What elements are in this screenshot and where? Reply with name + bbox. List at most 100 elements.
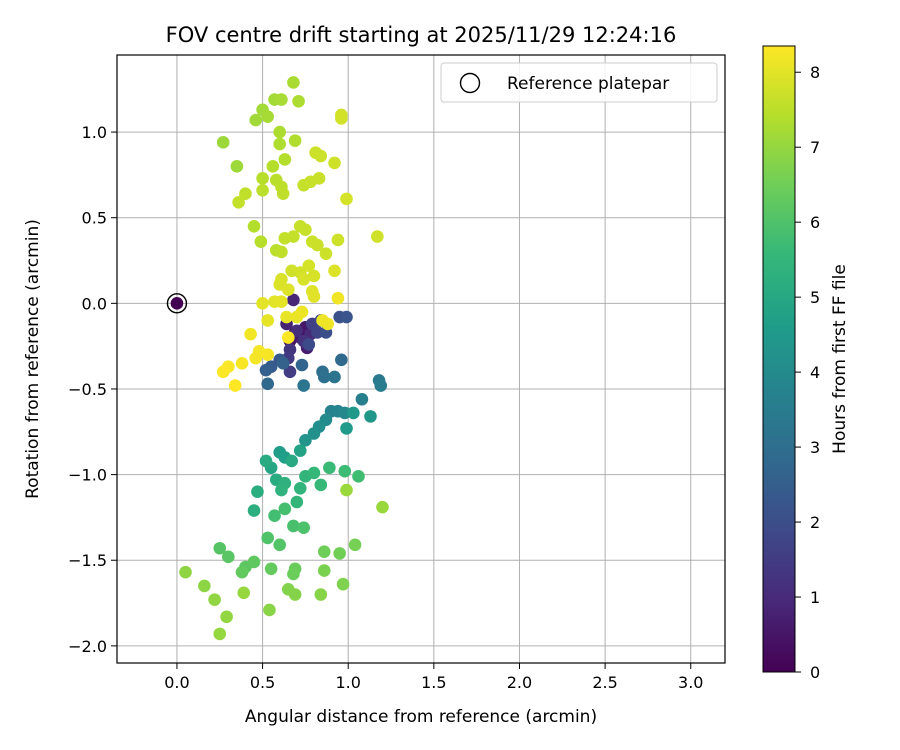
data-point <box>307 269 321 283</box>
data-point <box>263 603 276 617</box>
data-point <box>239 187 252 201</box>
y-tick-label: −1.5 <box>68 551 107 570</box>
data-point <box>266 160 280 173</box>
data-point <box>340 483 353 497</box>
data-point <box>287 76 300 89</box>
data-point <box>281 283 295 296</box>
data-point <box>278 502 292 516</box>
data-point <box>336 577 350 591</box>
data-point <box>307 290 321 303</box>
x-tick-label: 0.5 <box>250 673 275 692</box>
data-point <box>261 110 275 123</box>
data-point <box>314 478 328 492</box>
data-point <box>290 324 304 338</box>
colorbar-tick-label: 3 <box>810 438 820 457</box>
data-point <box>244 327 257 341</box>
data-point <box>259 363 273 377</box>
data-point <box>299 223 312 236</box>
data-point <box>256 297 269 310</box>
data-point <box>208 593 221 606</box>
legend-box <box>440 62 718 103</box>
data-point <box>213 627 227 641</box>
y-tick-label: 0.5 <box>82 209 107 228</box>
legend: Reference platepar <box>440 62 718 103</box>
data-point <box>355 392 369 406</box>
data-point <box>335 112 348 125</box>
legend-marker <box>459 72 481 94</box>
data-point <box>254 235 268 248</box>
data-point <box>307 466 321 480</box>
data-point <box>275 295 288 308</box>
chart-title: FOV centre drift starting at 2025/11/29 … <box>166 23 677 47</box>
data-point <box>290 495 304 509</box>
data-point <box>297 273 310 286</box>
colorbar-tick-label: 5 <box>810 288 820 307</box>
data-point <box>285 454 298 468</box>
data-point <box>293 444 307 457</box>
colorbar-label: Hours from first FF file <box>830 264 850 454</box>
x-tick-label: 0.0 <box>164 673 189 692</box>
data-point <box>247 555 261 569</box>
colorbar-tick-label: 2 <box>810 513 820 532</box>
y-tick-label: −2.0 <box>68 637 107 656</box>
data-point <box>287 230 300 243</box>
x-tick-label: 2.5 <box>592 673 617 692</box>
data-point <box>256 184 269 197</box>
data-point <box>247 504 261 517</box>
data-point <box>292 94 305 108</box>
x-axis-label: Angular distance from reference (arcmin) <box>245 707 597 727</box>
x-tick-label: 1.0 <box>335 673 360 692</box>
colorbar: 0 1 2 3 4 5 6 7 8 Hours from first FF file <box>762 45 850 682</box>
data-point <box>297 379 310 392</box>
scatter-points <box>179 76 389 641</box>
data-point <box>333 547 346 560</box>
data-point <box>280 310 293 324</box>
data-point <box>237 586 251 600</box>
data-point <box>312 172 326 185</box>
colorbar-tick-label: 0 <box>810 663 820 682</box>
reference-point <box>166 293 188 314</box>
data-point <box>278 153 292 166</box>
data-point <box>287 567 300 581</box>
data-point <box>352 470 365 483</box>
data-point <box>374 379 388 392</box>
data-point <box>261 348 275 362</box>
x-tick-label: 1.5 <box>421 673 446 692</box>
data-point <box>317 545 331 558</box>
reference-marker-dot <box>170 297 184 310</box>
data-point <box>295 358 309 372</box>
data-point <box>235 356 249 370</box>
data-point <box>295 305 309 319</box>
data-point <box>216 365 230 379</box>
x-tick-label: 3.0 <box>678 673 703 692</box>
data-point <box>288 588 302 601</box>
data-point <box>264 562 278 576</box>
y-ticks: −2.0 −1.5 −1.0 −0.5 0.0 0.5 1.0 <box>68 123 117 656</box>
data-point <box>273 125 287 139</box>
data-point <box>288 134 302 147</box>
data-point <box>376 500 389 514</box>
data-point <box>338 464 352 478</box>
legend-label: Reference platepar <box>507 74 669 94</box>
data-point <box>287 519 300 533</box>
data-point <box>302 338 316 351</box>
y-tick-label: −0.5 <box>68 380 107 399</box>
data-point <box>311 238 324 252</box>
data-point <box>261 531 275 545</box>
data-point <box>259 454 273 468</box>
data-point <box>348 538 362 552</box>
data-point <box>228 379 242 392</box>
data-point <box>307 427 321 440</box>
data-point <box>323 461 336 475</box>
data-point <box>340 422 353 435</box>
data-point <box>293 482 307 495</box>
grid-lines <box>117 55 725 663</box>
data-point <box>261 377 275 391</box>
y-axis-label: Rotation from reference (arcmin) <box>23 219 43 499</box>
data-point <box>249 113 263 127</box>
data-point <box>275 245 288 259</box>
data-point <box>222 550 235 564</box>
data-point <box>256 172 269 185</box>
